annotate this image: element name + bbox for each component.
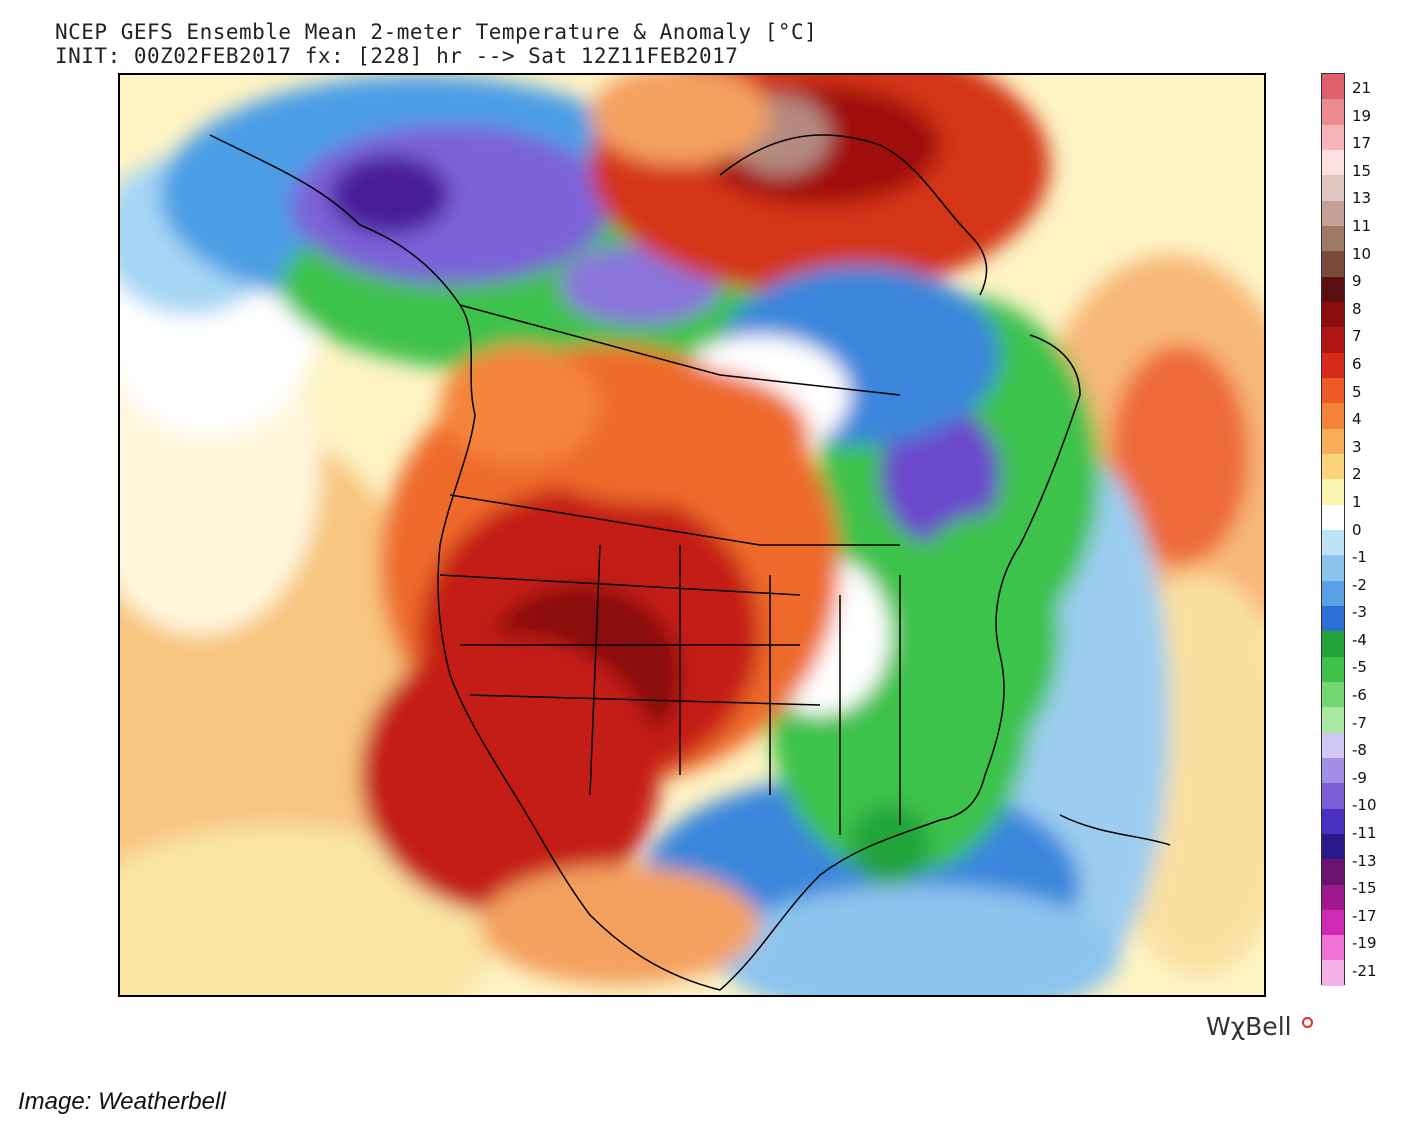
colorbar-segment	[1322, 833, 1344, 860]
colorbar-segment	[1322, 808, 1344, 834]
colorbar-tick-label: 21	[1352, 79, 1372, 97]
colorbar-segment	[1322, 580, 1344, 606]
colorbar-tick-label: -6	[1352, 686, 1367, 705]
colorbar-segment	[1322, 479, 1344, 505]
image-caption: Image: Weatherbell	[18, 1088, 226, 1115]
colorbar-tick-label: -2	[1352, 575, 1367, 594]
colorbar-segment	[1322, 377, 1344, 404]
colorbar-segment	[1322, 251, 1344, 277]
colorbar-tick-label: 10	[1352, 244, 1372, 263]
brand-logo: WχBell	[1206, 1012, 1292, 1041]
colorbar-segment	[1322, 175, 1344, 201]
colorbar-tick-label: 3	[1352, 437, 1362, 456]
colorbar-segment	[1322, 327, 1344, 353]
colorbar-tick-label: 13	[1352, 189, 1372, 208]
colorbar-segment	[1322, 681, 1344, 708]
colorbar-segment	[1322, 935, 1344, 961]
colorbar-segment	[1322, 859, 1344, 885]
colorbar-segment	[1322, 453, 1344, 480]
temperature-anomaly-map	[118, 73, 1266, 997]
colorbar-segment	[1322, 301, 1344, 328]
temperature-colorbar	[1321, 73, 1345, 986]
colorbar-tick-label: -15	[1352, 879, 1377, 898]
colorbar-segment	[1322, 529, 1344, 556]
colorbar-tick-label: -8	[1352, 741, 1367, 760]
colorbar-segment	[1322, 99, 1344, 125]
colorbar-segment	[1322, 74, 1344, 100]
map-title-line-1: NCEP GEFS Ensemble Mean 2-meter Temperat…	[55, 20, 818, 44]
colorbar-tick-label: -7	[1352, 713, 1367, 732]
colorbar-tick-label: 15	[1352, 161, 1372, 180]
colorbar-segment	[1322, 200, 1344, 226]
colorbar-segment	[1322, 428, 1344, 454]
colorbar-tick-label: 0	[1352, 520, 1362, 539]
colorbar-segment	[1322, 707, 1344, 733]
colorbar-segment	[1322, 504, 1344, 530]
colorbar-tick-label: -17	[1352, 906, 1377, 925]
colorbar-tick-label: 8	[1352, 299, 1362, 318]
coastlines-and-borders	[209, 134, 1171, 991]
colorbar-segment	[1322, 909, 1344, 936]
colorbar-tick-label: -1	[1352, 548, 1367, 567]
colorbar-segment	[1322, 352, 1344, 378]
colorbar-tick-label: 11	[1352, 216, 1372, 235]
colorbar-tick-label: 1	[1352, 492, 1362, 511]
colorbar-tick-label: 19	[1352, 106, 1372, 125]
colorbar-tick-label: 6	[1352, 354, 1362, 373]
brand-dot-icon	[1302, 1017, 1313, 1028]
colorbar-tick-label: -21	[1352, 962, 1377, 980]
colorbar-segment	[1322, 656, 1344, 682]
colorbar-segment	[1322, 225, 1344, 252]
colorbar-tick-label: 9	[1352, 272, 1362, 291]
colorbar-tick-label: -13	[1352, 851, 1377, 870]
colorbar-segment	[1322, 884, 1344, 910]
colorbar-segment	[1322, 403, 1344, 429]
colorbar-segment	[1322, 783, 1344, 809]
map-canvas	[120, 75, 1264, 995]
colorbar-segment	[1322, 960, 1344, 986]
colorbar-segment	[1322, 555, 1344, 581]
colorbar-segment	[1322, 124, 1344, 150]
colorbar-tick-label: -10	[1352, 796, 1377, 815]
colorbar-tick-label: -11	[1352, 824, 1377, 843]
colorbar-tick-label: 7	[1352, 327, 1362, 346]
colorbar-segment	[1322, 149, 1344, 176]
colorbar-segment	[1322, 605, 1344, 632]
colorbar-tick-label: 4	[1352, 410, 1362, 429]
colorbar-tick-label: -19	[1352, 934, 1377, 953]
colorbar-tick-label: -9	[1352, 768, 1367, 787]
colorbar-tick-label: 17	[1352, 134, 1372, 153]
colorbar-segment	[1322, 757, 1344, 784]
colorbar-tick-label: 2	[1352, 465, 1362, 484]
colorbar-tick-label: -5	[1352, 658, 1367, 677]
map-title-line-2: INIT: 00Z02FEB2017 fx: [228] hr --> Sat …	[55, 44, 739, 68]
colorbar-tick-label: -4	[1352, 630, 1367, 649]
colorbar-segment	[1322, 631, 1344, 657]
colorbar-segment	[1322, 732, 1344, 758]
colorbar-segment	[1322, 276, 1344, 302]
colorbar-tick-label: 5	[1352, 382, 1362, 401]
colorbar-tick-label: -3	[1352, 603, 1367, 622]
